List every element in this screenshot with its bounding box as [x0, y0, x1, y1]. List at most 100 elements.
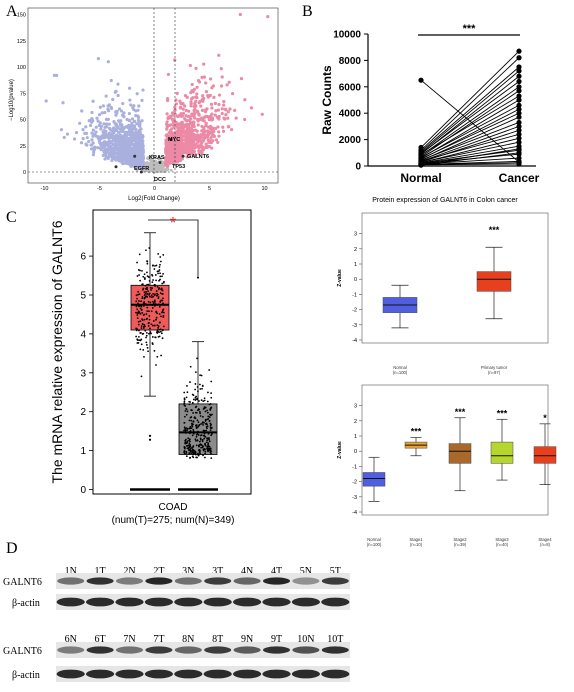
- volcano-point-down: [134, 162, 138, 166]
- blot-lane-label: 7N: [123, 634, 135, 645]
- mrna-point: [145, 344, 148, 346]
- blot-control-label: β-actin: [12, 598, 40, 609]
- volcano-point-up: [217, 93, 222, 97]
- mrna-point: [211, 413, 213, 416]
- mrna-point: [209, 408, 212, 410]
- mrna-point: [156, 270, 159, 273]
- protein-boxes: Normal(n=100) Primary tumor(n=97): [382, 246, 512, 375]
- paired-line: [420, 125, 520, 162]
- mrna-point: [153, 299, 156, 302]
- volcano-point-down: [118, 153, 122, 157]
- volcano-point-up: [190, 82, 194, 87]
- mrna-point: [146, 306, 149, 309]
- blot-band-actin: [144, 669, 174, 679]
- mrna-point: [183, 429, 185, 432]
- volcano-point-outlier: [238, 12, 242, 17]
- volcano-point-up: [214, 138, 219, 142]
- mrna-point: [135, 294, 138, 297]
- volcano-x-tick: 10: [261, 186, 267, 192]
- volcano-point-up: [178, 106, 182, 110]
- mrna-point: [161, 282, 164, 285]
- blot-band-actin: [262, 669, 291, 679]
- z-significance: *: [543, 413, 547, 423]
- mrna-point: [210, 452, 212, 455]
- volcano-point-down: [120, 161, 124, 165]
- mrna-point: [195, 444, 198, 447]
- z-significance: ***: [411, 427, 422, 437]
- volcano-point-down: [134, 141, 138, 146]
- volcano-point-down: [98, 135, 102, 139]
- mrna-point: [186, 410, 189, 413]
- volcano-point-up: [184, 122, 189, 127]
- mrna-point: [150, 289, 152, 291]
- volcano-point-up: [189, 120, 193, 124]
- mrna-point: [196, 439, 199, 442]
- mrna-point: [159, 263, 161, 266]
- volcano-point-up: [176, 139, 180, 143]
- volcano-point-up: [204, 123, 208, 127]
- volcano-point-up: [165, 97, 170, 101]
- mrna-point: [151, 324, 154, 327]
- volcano-points: [44, 12, 270, 174]
- paired-point-cancer: [516, 146, 522, 152]
- blot-band-galnt6: [321, 646, 349, 654]
- volcano-point-down: [117, 107, 122, 111]
- panel-letter-b: B: [302, 3, 313, 20]
- mrna-outlier: [196, 276, 200, 279]
- volcano-point-down: [112, 129, 116, 133]
- mrna-point: [209, 447, 212, 450]
- mrna-point: [207, 433, 210, 435]
- mrna-point: [153, 324, 156, 327]
- mrna-point: [188, 432, 191, 435]
- mrna-point: [135, 335, 138, 338]
- mrna-point: [139, 339, 142, 342]
- volcano-point-down: [132, 144, 136, 149]
- mrna-point: [184, 452, 186, 455]
- paired-line: [420, 133, 520, 162]
- volcano-point-up: [180, 134, 185, 138]
- mrna-point: [200, 444, 203, 446]
- mrna-point: [151, 281, 154, 284]
- mrna-point: [189, 381, 191, 383]
- paired-point-cancer: [516, 127, 522, 133]
- volcano-point-ns: [154, 159, 157, 163]
- blot-band-actin: [115, 597, 144, 607]
- volcano-point-up: [190, 112, 194, 116]
- mrna-point: [197, 430, 199, 433]
- volcano-point-down: [106, 134, 110, 138]
- mrna-point: [159, 328, 162, 331]
- z-y-tick: -3: [352, 323, 357, 329]
- volcano-point-up: [206, 129, 210, 133]
- volcano-point-up: [209, 136, 213, 140]
- volcano-point-up: [192, 114, 196, 118]
- mrna-point: [202, 445, 204, 448]
- blot-band-galnt6: [204, 646, 232, 654]
- z-x-sublabel: (n=100): [367, 542, 382, 547]
- mrna-point: [204, 452, 206, 455]
- blot-protein-label: GALNT6: [3, 577, 42, 588]
- mrna-point: [145, 332, 148, 334]
- mrna-point: [138, 293, 141, 296]
- mrna-point: [139, 331, 142, 334]
- mrna-point: [195, 405, 198, 408]
- volcano-y-tick: 150: [17, 13, 26, 19]
- paired-point-cancer: [516, 123, 522, 129]
- mrna-point: [192, 445, 195, 447]
- blot-lane-label: 10T: [327, 634, 343, 645]
- mrna-point: [145, 313, 148, 315]
- gene-label-kras: KRAS: [149, 155, 165, 161]
- z-x-sublabel: (n=100): [393, 370, 408, 375]
- mrna-outlier: [148, 434, 152, 437]
- volcano-point-up: [209, 102, 214, 106]
- volcano-x-ticks: -10 -5 0 5 10: [41, 186, 268, 192]
- mrna-point: [201, 439, 204, 441]
- volcano-point-up: [221, 129, 226, 133]
- mrna-point: [197, 421, 200, 424]
- mrna-point: [183, 391, 186, 394]
- mrna-point: [143, 294, 146, 297]
- volcano-point-up: [201, 146, 205, 150]
- mrna-point: [189, 445, 192, 448]
- volcano-point-up: [198, 99, 202, 104]
- mrna-point: [195, 431, 198, 434]
- blot-band-actin: [174, 597, 203, 607]
